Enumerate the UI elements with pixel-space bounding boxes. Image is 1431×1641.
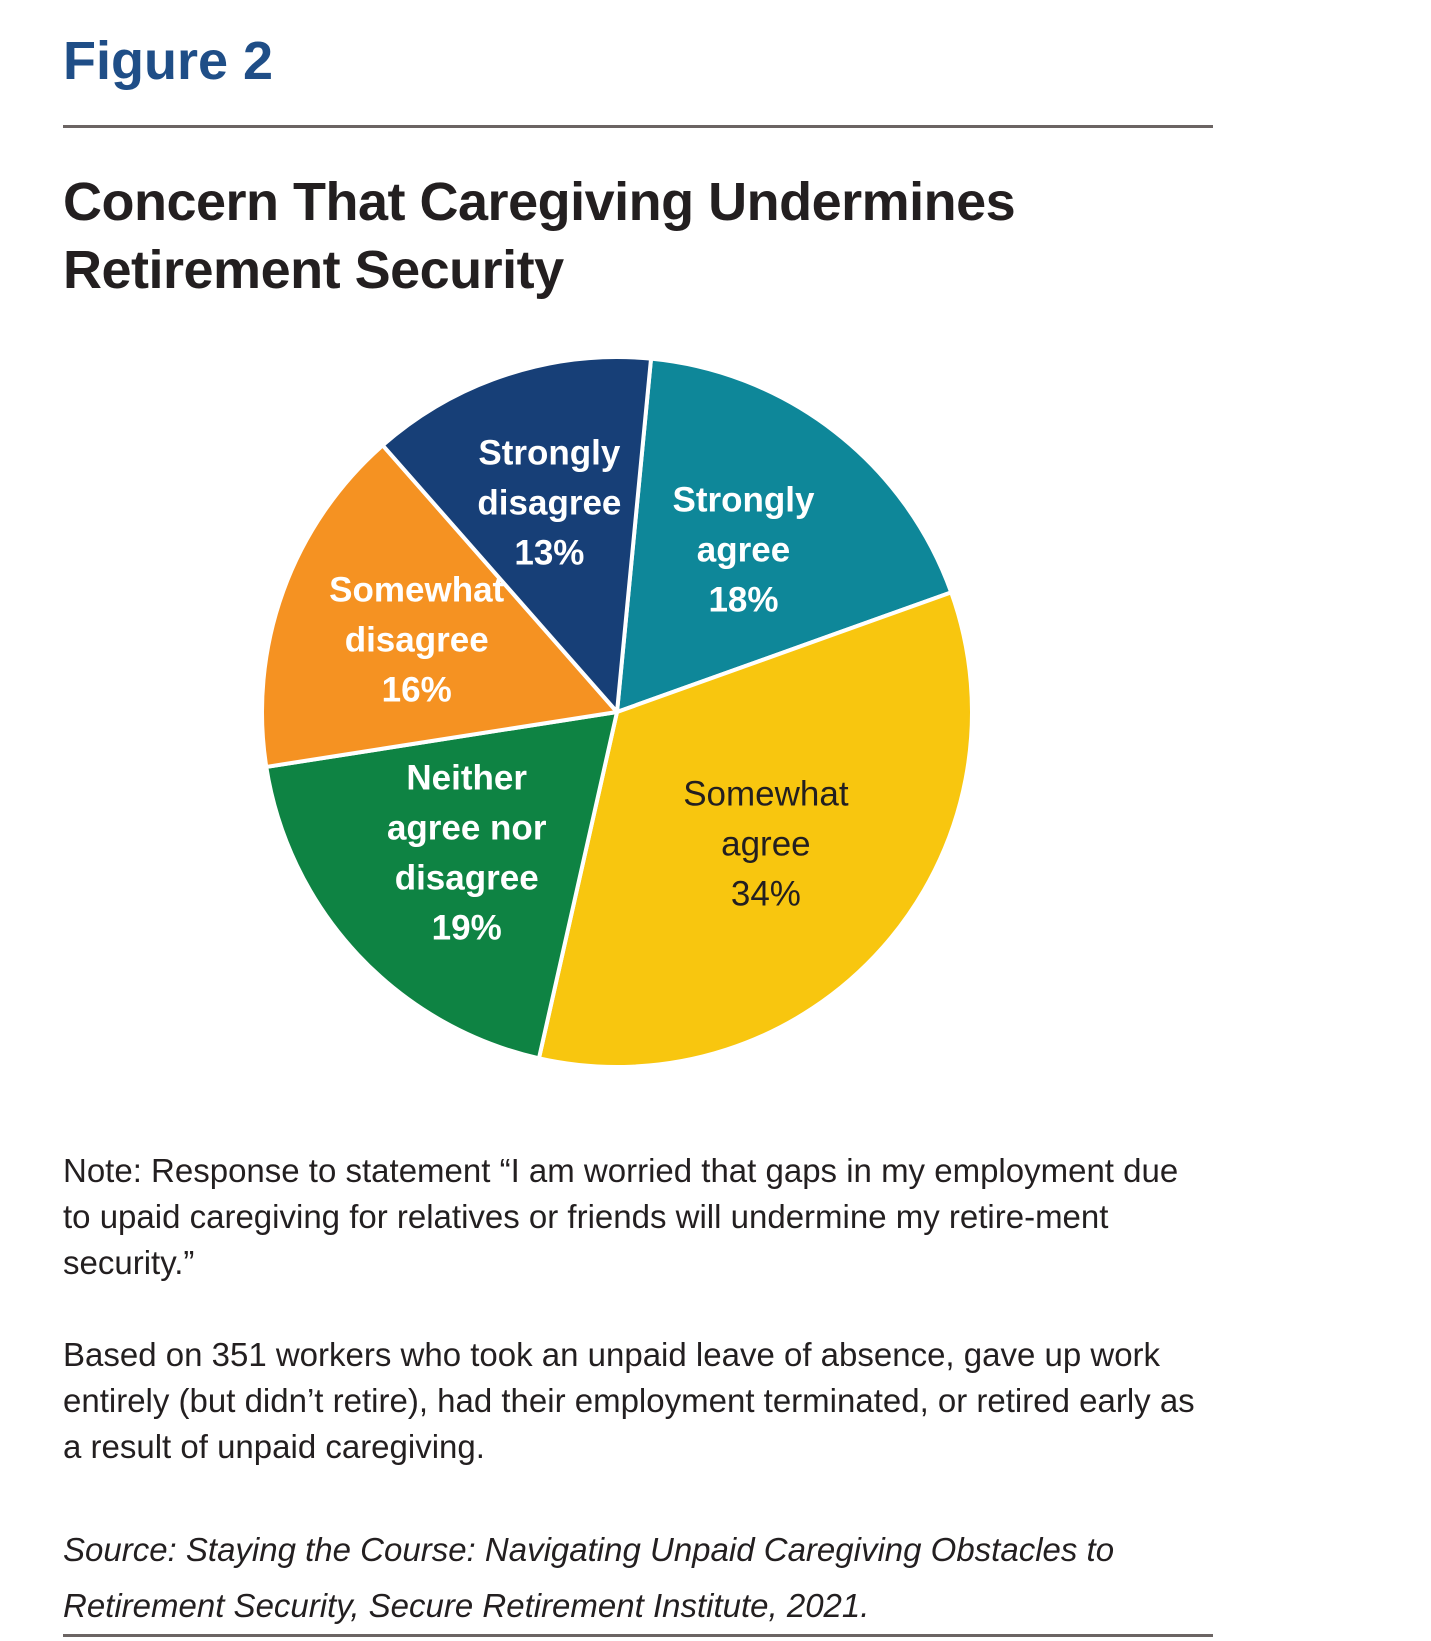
slice-category-label: Somewhat [683,775,849,814]
slice-category-label: disagree [395,859,539,898]
pie-slice-strongly-disagree [380,355,654,714]
sample-note: Based on 351 workers who took an unpaid … [63,1336,1195,1465]
top-divider [63,125,1213,128]
figure-label: Figure 2 [63,31,274,91]
pie-slice-strongly-agree [615,356,954,714]
slice-category-label: agree [697,531,790,570]
pie-slice-somewhat-agree [536,590,974,1069]
pie-chart: Strongly agree 18% Somewhat agree 34% Neither a… [260,355,974,1069]
slice-value-label: 13% [514,534,584,573]
slice-value-label: 18% [708,581,778,620]
bottom-divider [63,1634,1213,1637]
slice-label: Strongly agree 18% [673,481,815,620]
slice-value-label: 34% [731,875,801,914]
slice-value-label: 19% [432,909,502,948]
slice-category-label: agree nor [387,809,547,848]
chart-title: Concern That Caregiving Undermines Retir… [63,172,1016,300]
chart-note: Note: Response to statement “I am worrie… [63,1152,1179,1281]
pie-slice-somewhat-disagree [260,443,619,769]
slice-value-label: 16% [382,671,452,710]
slice-category-label: disagree [477,484,621,523]
slice-category-label: Strongly [478,434,620,473]
slice-label: Somewhat agree 34% [683,775,849,914]
slice-label: Neither agree nor disagree 19% [387,759,547,948]
slice-category-label: agree [721,825,811,864]
slice-label: Somewhat disagree 16% [329,571,504,710]
pie-slice-neither-agree-nor-disagree [264,710,619,1061]
source-citation: Source: Staying the Course: Navigating U… [63,1531,1115,1624]
slice-category-label: Neither [406,759,527,798]
slice-category-label: Strongly [673,481,815,520]
slice-category-label: Somewhat [329,571,504,610]
slice-category-label: disagree [345,621,489,660]
slice-label: Strongly disagree 13% [477,434,621,573]
